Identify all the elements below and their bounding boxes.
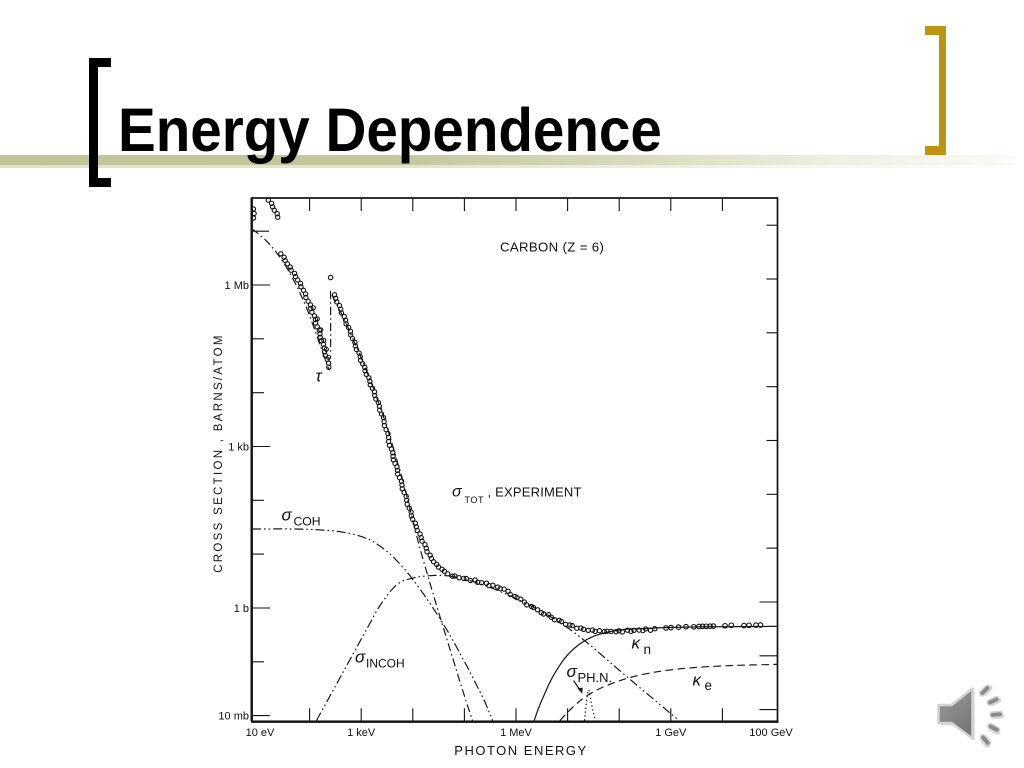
svg-text:COH: COH: [294, 515, 321, 529]
svg-text:TOT: TOT: [465, 495, 485, 505]
svg-text:10 eV: 10 eV: [246, 727, 275, 739]
svg-text:INCOH: INCOH: [366, 656, 405, 670]
svg-text:e: e: [705, 678, 713, 693]
svg-text:1 GeV: 1 GeV: [655, 727, 687, 739]
svg-text:1 b: 1 b: [234, 603, 249, 615]
svg-text:1 kb: 1 kb: [228, 442, 249, 454]
svg-text:κ: κ: [693, 671, 703, 690]
svg-text:τ: τ: [316, 368, 324, 386]
svg-text:κ: κ: [632, 634, 642, 653]
svg-text:n: n: [644, 642, 652, 657]
svg-text:σ: σ: [355, 647, 366, 666]
svg-text:1 Mb: 1 Mb: [225, 280, 249, 292]
svg-text:10 mb: 10 mb: [218, 711, 249, 723]
svg-text:PHOTON ENERGY: PHOTON ENERGY: [454, 743, 587, 758]
svg-text:PH.N.: PH.N.: [578, 670, 613, 685]
svg-text:σ: σ: [452, 484, 463, 501]
svg-text:CROSS SECTION , BARNS/ATOM: CROSS SECTION , BARNS/ATOM: [213, 333, 225, 573]
svg-text:, EXPERIMENT: , EXPERIMENT: [488, 485, 582, 500]
svg-text:CARBON (Z = 6): CARBON (Z = 6): [500, 240, 604, 255]
svg-text:σ: σ: [567, 662, 578, 681]
svg-text:σ: σ: [282, 506, 293, 525]
svg-text:100 GeV: 100 GeV: [749, 727, 793, 739]
svg-text:1 MeV: 1 MeV: [500, 727, 532, 739]
svg-text:1 keV: 1 keV: [347, 727, 376, 739]
